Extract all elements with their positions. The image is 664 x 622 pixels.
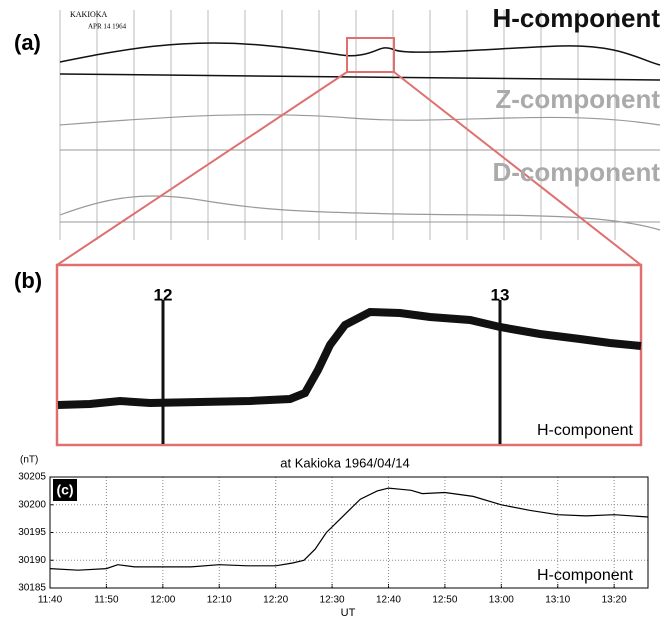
component-label: H-component — [537, 422, 634, 439]
y-tick-label: 30195 — [18, 527, 46, 538]
x-tick-label: 12:10 — [207, 595, 232, 606]
data-line — [50, 488, 648, 570]
x-axis-label: UT — [341, 607, 356, 619]
x-tick-label: 13:10 — [545, 595, 570, 606]
figure: (a) KAKIOKA APR 14 1964 H-component Z-co… — [0, 0, 664, 622]
x-tick-label: 12:20 — [263, 595, 288, 606]
panel-label: (a) — [14, 30, 41, 55]
component-label: H-component — [492, 3, 660, 33]
y-tick-label: 30200 — [18, 499, 46, 510]
x-tick-label: 12:00 — [150, 595, 175, 606]
x-tick-label: 12:40 — [376, 595, 401, 606]
panel-label: (b) — [14, 268, 42, 293]
y-tick-label: 30205 — [18, 472, 46, 483]
x-tick-label: 11:50 — [94, 595, 119, 606]
record-date: APR 14 1964 — [88, 23, 127, 31]
hour-label: 13 — [491, 285, 510, 304]
component-label: Z-component — [495, 84, 660, 114]
x-tick-label: 11:40 — [38, 595, 63, 606]
x-tick-label: 12:50 — [432, 595, 457, 606]
chart-title: at Kakioka 1964/04/14 — [280, 455, 409, 470]
station: KAKIOKA — [70, 10, 108, 19]
magnetogram — [57, 10, 660, 265]
y-tick-label: 30185 — [18, 583, 46, 594]
annotation: H-component — [537, 567, 634, 584]
component-label: D-component — [492, 157, 660, 187]
chart: 13:20 13:10 13:00 12:50 12:40 12:30 12:20 12:10… — [18, 455, 648, 619]
y-unit: (nT) — [20, 455, 38, 466]
y-tick-label: 30190 — [18, 555, 46, 566]
x-tick-label: 12:30 — [320, 595, 345, 606]
zoom-box — [57, 265, 641, 445]
hour-label: 12 — [154, 285, 173, 304]
x-tick-label: 13:00 — [489, 595, 514, 606]
panel-label: (c) — [56, 482, 73, 498]
x-tick-label: 13:20 — [602, 595, 627, 606]
